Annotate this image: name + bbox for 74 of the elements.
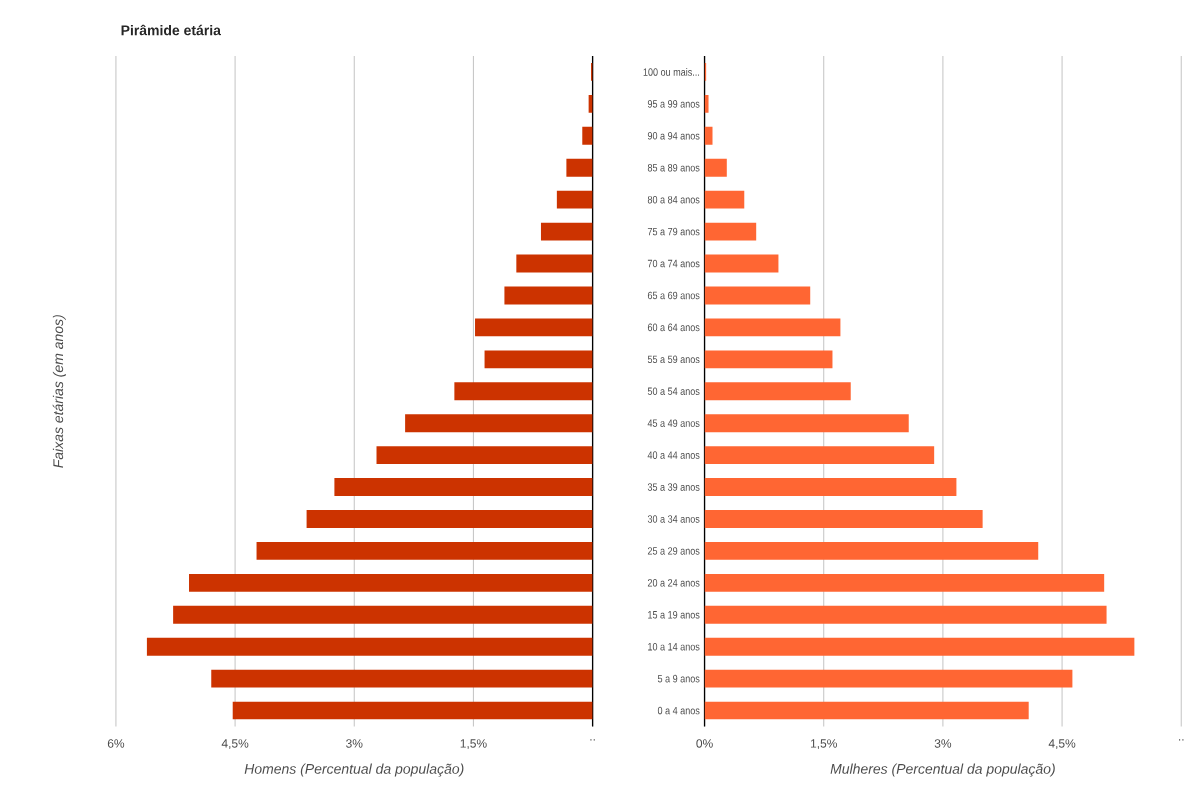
bar	[540, 222, 593, 241]
bar	[504, 286, 593, 305]
bar	[704, 637, 1135, 656]
y-tick-label: 55 a 59 anos	[647, 355, 700, 363]
bar	[704, 222, 757, 241]
bar	[306, 509, 593, 528]
x-axis-title: Homens (Percentual da população)	[244, 763, 464, 777]
y-tick-label: 25 a 29 anos	[647, 546, 700, 555]
y-tick-label: 95 a 99 anos	[647, 99, 700, 108]
y-tick-label: 75 a 79 anos	[647, 227, 700, 236]
bar	[454, 382, 593, 400]
bar	[566, 158, 593, 177]
bar	[704, 477, 957, 496]
bar	[704, 350, 833, 369]
y-tick-label: 45 a 49 anos	[647, 419, 700, 427]
y-tick-label: 40 a 44 anos	[647, 451, 700, 459]
chart-title: Pirâmide etária	[121, 24, 222, 36]
y-tick-label: 100 ou mais...	[643, 67, 700, 76]
x-tick-label: 3%	[934, 739, 952, 748]
x-tick-label: 6%	[107, 739, 125, 748]
bar	[704, 382, 851, 400]
bar	[704, 445, 935, 464]
bar	[704, 669, 1073, 688]
bar	[556, 190, 593, 209]
x-tick-label: 4,5%	[1048, 739, 1076, 749]
bar	[256, 541, 593, 560]
y-tick-label: 65 a 69 anos	[647, 291, 700, 299]
bar	[704, 286, 811, 305]
bar	[704, 573, 1105, 592]
y-tick-label: 70 a 74 anos	[647, 259, 700, 268]
bar	[704, 605, 1107, 624]
bar	[704, 318, 841, 337]
bar	[704, 158, 727, 177]
bar	[704, 126, 713, 145]
bar	[582, 126, 593, 145]
bar	[704, 254, 779, 273]
y-tick-label: 10 a 14 anos	[648, 642, 700, 651]
x-tick-label: ..	[590, 739, 595, 741]
bar	[376, 445, 593, 464]
y-axis-title: Faixas etárias (em anos)	[52, 314, 66, 468]
y-tick-label: 60 a 64 anos	[647, 323, 700, 331]
y-tick-label: 15 a 19 anos	[648, 610, 700, 619]
x-tick-label: 3%	[346, 739, 363, 748]
bar	[405, 414, 593, 432]
x-tick-label: ..	[1179, 739, 1184, 741]
x-axis-title: Mulheres (Percentual da população)	[830, 763, 1055, 777]
y-tick-label: 50 a 54 anos	[647, 387, 700, 395]
bar	[211, 669, 593, 688]
y-tick-label: 20 a 24 anos	[647, 578, 700, 587]
bar	[146, 637, 593, 656]
bar	[704, 541, 1039, 560]
y-tick-label: 80 a 84 anos	[647, 195, 700, 204]
bar	[334, 477, 593, 496]
bar	[704, 509, 983, 528]
bar	[704, 190, 745, 209]
bar	[704, 701, 1029, 720]
y-tick-label: 5 a 9 anos	[657, 674, 700, 683]
bar	[173, 605, 593, 624]
y-tick-label: 0 a 4 anos	[657, 706, 700, 715]
bar	[232, 701, 593, 720]
x-tick-label: 0%	[696, 739, 713, 748]
bar	[704, 94, 709, 113]
bar	[704, 414, 909, 432]
x-tick-label: 4,5%	[221, 739, 249, 749]
y-tick-label: 30 a 34 anos	[647, 514, 700, 523]
x-tick-label: 1,5%	[810, 739, 837, 749]
bar	[516, 254, 593, 273]
x-tick-label: 1,5%	[460, 739, 487, 749]
bar	[189, 573, 593, 592]
y-tick-label: 90 a 94 anos	[647, 131, 700, 140]
y-tick-label: 35 a 39 anos	[647, 483, 700, 491]
bar	[484, 350, 593, 369]
y-tick-label: 85 a 89 anos	[647, 163, 700, 172]
bar	[475, 318, 593, 337]
